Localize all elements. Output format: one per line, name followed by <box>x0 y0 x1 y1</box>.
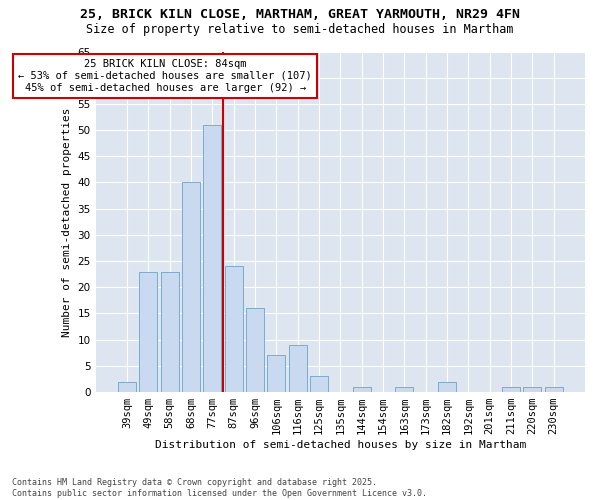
Bar <box>161 272 179 392</box>
Bar <box>289 345 307 392</box>
Bar <box>139 272 157 392</box>
Bar <box>224 266 242 392</box>
Bar <box>246 308 264 392</box>
X-axis label: Distribution of semi-detached houses by size in Martham: Distribution of semi-detached houses by … <box>155 440 526 450</box>
Bar <box>545 387 563 392</box>
Text: Size of property relative to semi-detached houses in Martham: Size of property relative to semi-detach… <box>86 22 514 36</box>
Y-axis label: Number of semi-detached properties: Number of semi-detached properties <box>62 107 72 336</box>
Bar <box>310 376 328 392</box>
Text: 25, BRICK KILN CLOSE, MARTHAM, GREAT YARMOUTH, NR29 4FN: 25, BRICK KILN CLOSE, MARTHAM, GREAT YAR… <box>80 8 520 20</box>
Bar <box>182 182 200 392</box>
Bar <box>118 382 136 392</box>
Bar <box>203 125 221 392</box>
Bar <box>523 387 541 392</box>
Bar <box>502 387 520 392</box>
Bar <box>267 356 286 392</box>
Bar <box>438 382 456 392</box>
Text: Contains HM Land Registry data © Crown copyright and database right 2025.
Contai: Contains HM Land Registry data © Crown c… <box>12 478 427 498</box>
Bar <box>395 387 413 392</box>
Bar <box>353 387 371 392</box>
Text: 25 BRICK KILN CLOSE: 84sqm
← 53% of semi-detached houses are smaller (107)
45% o: 25 BRICK KILN CLOSE: 84sqm ← 53% of semi… <box>19 60 312 92</box>
